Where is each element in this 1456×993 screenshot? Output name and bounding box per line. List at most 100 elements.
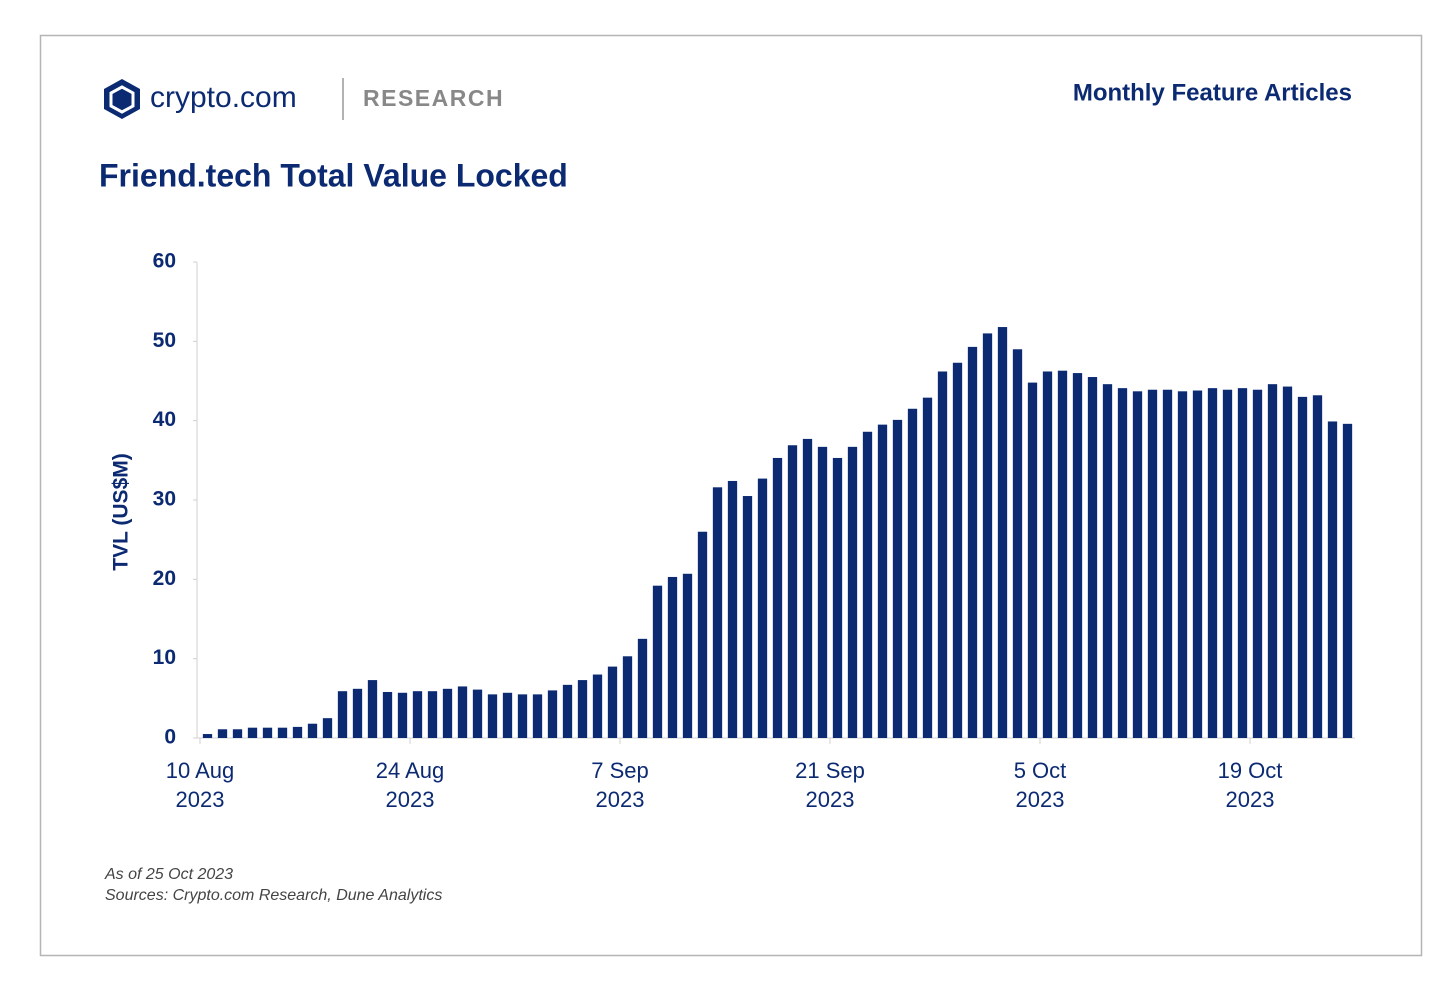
y-tick-label: 10 [153, 646, 176, 669]
bar [892, 419, 903, 738]
bar [907, 408, 918, 738]
bar [487, 694, 498, 738]
bar [1012, 349, 1023, 738]
bar [952, 362, 963, 738]
x-tick-label: 19 Oct [1218, 758, 1283, 783]
bar [232, 729, 243, 738]
y-tick-label: 0 [164, 726, 176, 749]
bar [1087, 377, 1098, 738]
chart-title: Friend.tech Total Value Locked [99, 157, 568, 193]
bar [1237, 388, 1248, 738]
bar [1267, 384, 1278, 738]
bar [997, 327, 1008, 738]
bar [1192, 390, 1203, 738]
bar [247, 727, 258, 738]
x-tick-label: 2023 [806, 787, 855, 812]
bar [1297, 396, 1308, 738]
bar [1057, 370, 1068, 738]
y-tick-label: 40 [153, 408, 176, 431]
bar [802, 438, 813, 738]
bar [502, 692, 513, 738]
bar [982, 333, 993, 738]
bar [277, 727, 288, 738]
bar [442, 688, 453, 738]
bar [562, 684, 573, 738]
bar [967, 346, 978, 738]
x-tick-label: 2023 [176, 787, 225, 812]
y-tick-label: 60 [153, 250, 176, 273]
bar [457, 686, 468, 738]
bar [757, 478, 768, 738]
bar [337, 691, 348, 738]
bar [307, 723, 318, 738]
bar [832, 457, 843, 738]
bar [1117, 388, 1128, 738]
y-tick-label: 50 [153, 329, 176, 352]
bar [712, 487, 723, 738]
bar [1342, 423, 1353, 738]
note: Sources: Crypto.com Research, Dune Analy… [105, 887, 442, 904]
bar [202, 734, 213, 738]
bar [397, 692, 408, 738]
bar [787, 445, 798, 738]
x-tick-label: 2023 [1016, 787, 1065, 812]
y-tick-label: 30 [153, 488, 176, 511]
bar [262, 727, 273, 738]
bar [1162, 389, 1173, 738]
bar [667, 576, 678, 738]
bar [592, 674, 603, 738]
x-tick-label: 10 Aug [166, 758, 235, 783]
x-tick-label: 5 Oct [1014, 758, 1067, 783]
y-tick-label: 20 [153, 567, 176, 590]
bar [1147, 389, 1158, 738]
bar [217, 729, 228, 738]
x-tick-label: 21 Sep [795, 758, 865, 783]
bar [352, 688, 363, 738]
bar [427, 691, 438, 738]
bar [517, 694, 528, 738]
bar [1252, 389, 1263, 738]
x-tick-label: 2023 [1226, 787, 1275, 812]
bar [382, 691, 393, 738]
tagline: Monthly Feature Articles [1073, 79, 1352, 106]
bar [697, 531, 708, 738]
bar [1282, 386, 1293, 738]
bar [862, 431, 873, 738]
bar [817, 446, 828, 738]
bar [412, 691, 423, 738]
bar [1102, 384, 1113, 738]
x-tick-label: 2023 [596, 787, 645, 812]
brand: crypto.com [150, 81, 297, 114]
x-tick-label: 2023 [386, 787, 435, 812]
bar [1072, 373, 1083, 738]
bar [922, 397, 933, 738]
logo [104, 79, 140, 119]
x-tick-label: 24 Aug [376, 758, 445, 783]
bar [472, 689, 483, 738]
bar [1042, 371, 1053, 738]
bar [727, 480, 738, 738]
bar [937, 371, 948, 738]
bar [322, 718, 333, 738]
bar [577, 680, 588, 738]
bar [637, 638, 648, 738]
bar [847, 446, 858, 738]
bar [547, 690, 558, 738]
bar [1207, 388, 1218, 738]
bar [1327, 421, 1338, 738]
x-tick-label: 7 Sep [591, 758, 649, 783]
section: RESEARCH [363, 85, 504, 111]
bar [1027, 382, 1038, 738]
bar [622, 656, 633, 738]
bar [772, 457, 783, 738]
bar [367, 680, 378, 738]
y-axis-label: TVL (US$M) [110, 453, 133, 570]
bar [742, 496, 753, 738]
bar [1177, 391, 1188, 738]
bar [652, 585, 663, 738]
bar [1312, 395, 1323, 738]
note: As of 25 Oct 2023 [104, 866, 233, 883]
bar [607, 666, 618, 738]
